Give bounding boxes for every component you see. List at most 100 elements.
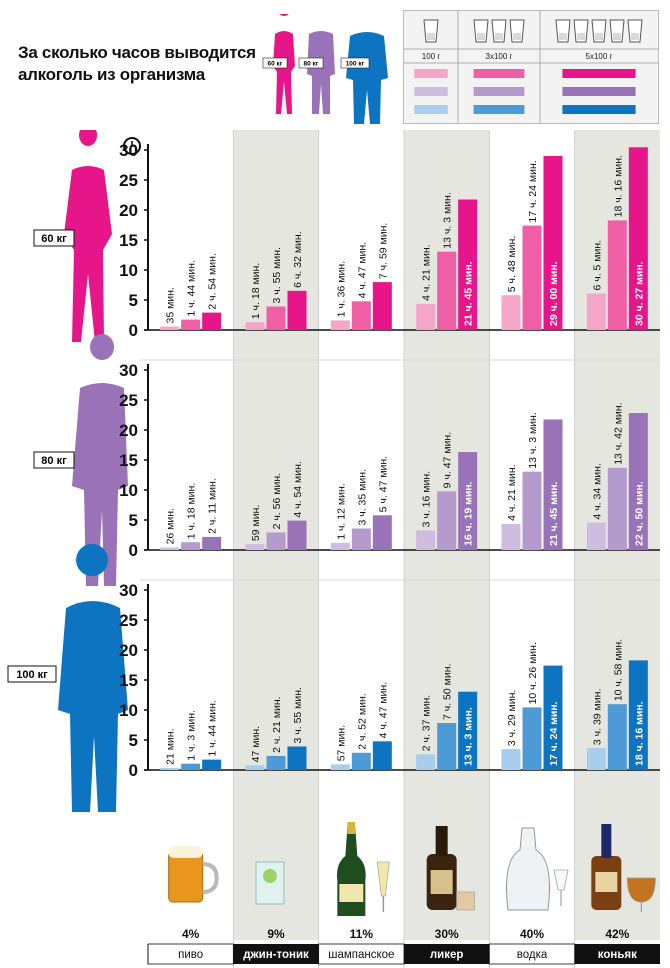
bottle-foil bbox=[347, 822, 356, 834]
bar bbox=[458, 691, 478, 770]
y-tick-label: 0 bbox=[129, 541, 138, 560]
bar bbox=[501, 749, 521, 770]
legend-table: 100 г 3x100 г 5x100 г bbox=[403, 10, 659, 124]
bar-label: 1 ч. 18 мин. bbox=[186, 483, 198, 539]
bar-label: 10 ч. 26 мин. bbox=[527, 642, 539, 704]
bar-label: 1 ч. 44 мин. bbox=[207, 700, 219, 756]
bar-label: 5 ч. 47 мин. bbox=[377, 456, 389, 512]
bar-label: 9 ч. 47 мин. bbox=[442, 432, 454, 488]
weight-tag bbox=[33, 229, 75, 247]
bar bbox=[416, 530, 436, 550]
glass-liquid bbox=[427, 33, 435, 40]
bar-label: 16 ч. 19 мин. bbox=[463, 481, 475, 546]
y-tick-label: 20 bbox=[119, 421, 138, 440]
bar bbox=[287, 746, 307, 770]
legend-swatch bbox=[414, 105, 448, 114]
bar bbox=[160, 767, 180, 770]
y-tick-label: 5 bbox=[129, 291, 138, 310]
y-tick-label: 30 bbox=[119, 581, 138, 600]
alcohol-percent: 42% bbox=[605, 927, 629, 941]
bar bbox=[181, 319, 201, 330]
champagne-bottle bbox=[337, 828, 366, 916]
bar-label: 1 ч. 36 мин. bbox=[335, 261, 347, 317]
weight-tag-label: 80 кг bbox=[41, 455, 67, 467]
bar bbox=[266, 306, 286, 330]
bar-label: 7 ч. 59 мин. bbox=[377, 223, 389, 279]
bar-label: 57 мин. bbox=[335, 725, 347, 761]
y-tick-label: 10 bbox=[119, 261, 138, 280]
bar bbox=[501, 295, 521, 330]
bar-label: 5 ч. 48 мин. bbox=[506, 236, 518, 292]
bar bbox=[458, 199, 478, 330]
weight-tag-label: 100 кг bbox=[16, 669, 48, 681]
legend-swatch bbox=[473, 87, 525, 96]
bar bbox=[522, 707, 542, 770]
legend-swatch bbox=[414, 69, 448, 78]
bar-label: 6 ч. 32 мин. bbox=[292, 231, 304, 287]
bar-label: 18 ч. 16 мин. bbox=[612, 155, 624, 217]
legend-col-label: 5x100 г bbox=[586, 52, 613, 61]
category-label: пиво bbox=[178, 949, 203, 961]
drink-1-icon bbox=[255, 861, 285, 905]
bar-label: 17 ч. 24 мин. bbox=[527, 160, 539, 222]
legend-col-label: 100 г bbox=[422, 52, 441, 61]
bottle-label bbox=[339, 884, 364, 902]
legend-swatch bbox=[473, 105, 525, 114]
y-tick-label: 30 bbox=[119, 141, 138, 160]
figure-100kg-icon bbox=[346, 14, 388, 124]
page-title: За сколько часов выводится алкоголь из о… bbox=[18, 42, 256, 86]
bar-label: 17 ч. 24 мин. bbox=[548, 701, 560, 766]
bar bbox=[372, 741, 392, 770]
weight-key-60: 60 кг bbox=[268, 61, 283, 68]
bottle-neck bbox=[601, 824, 612, 858]
bar-label: 21 мин. bbox=[165, 728, 177, 764]
bar bbox=[266, 532, 286, 550]
bar bbox=[628, 660, 648, 770]
bar bbox=[372, 282, 392, 330]
bar-label: 1 ч. 44 мин. bbox=[186, 260, 198, 316]
bar-label: 4 ч. 21 мин. bbox=[506, 464, 518, 520]
clock-hands bbox=[131, 141, 136, 147]
legend-swatch bbox=[562, 87, 636, 96]
bar bbox=[245, 322, 265, 330]
bar-label: 3 ч. 16 мин. bbox=[421, 471, 433, 527]
drink-4-icon bbox=[506, 827, 569, 911]
bar bbox=[522, 225, 542, 330]
bar-label: 3 ч. 29 мин. bbox=[506, 690, 518, 746]
y-tick-label: 20 bbox=[119, 641, 138, 660]
alcohol-percent: 9% bbox=[267, 927, 285, 941]
weight-tag-label: 60 кг bbox=[41, 233, 67, 245]
y-tick-label: 10 bbox=[119, 701, 138, 720]
bottle-label bbox=[430, 870, 453, 894]
bar bbox=[416, 303, 436, 330]
legend-swatch bbox=[562, 105, 636, 114]
silhouette-100kg-icon: 100 кг bbox=[7, 544, 128, 812]
y-tick-label: 25 bbox=[119, 171, 138, 190]
bar-label: 1 ч. 18 мин. bbox=[250, 263, 262, 319]
silhouette-body bbox=[72, 334, 128, 586]
champagne-glass bbox=[376, 861, 390, 897]
bar-label: 2 ч. 21 мин. bbox=[271, 696, 283, 752]
y-tick-label: 0 bbox=[129, 761, 138, 780]
bar bbox=[160, 326, 180, 330]
bar-label: 3 ч. 39 мин. bbox=[591, 689, 603, 745]
silhouette-80kg-icon: 80 кг bbox=[33, 334, 128, 586]
bar-label: 1 ч. 3 мин. bbox=[186, 710, 198, 761]
silhouette-body bbox=[58, 544, 128, 812]
bar bbox=[245, 765, 265, 770]
bar bbox=[351, 301, 371, 330]
bar bbox=[330, 764, 350, 770]
y-tick-label: 5 bbox=[129, 511, 138, 530]
bar-label: 4 ч. 47 мин. bbox=[356, 242, 368, 298]
category-label-bg bbox=[233, 944, 319, 964]
bar bbox=[181, 763, 201, 770]
glass-liquid bbox=[513, 33, 521, 40]
bar-label: 10 ч. 58 мин. bbox=[612, 639, 624, 701]
bar bbox=[437, 491, 457, 550]
bar-label: 2 ч. 37 мин. bbox=[421, 695, 433, 751]
bar-label: 13 ч. 3 мин. bbox=[442, 192, 454, 248]
bar bbox=[543, 156, 563, 330]
y-tick-label: 5 bbox=[129, 731, 138, 750]
alcohol-percent: 4% bbox=[182, 927, 200, 941]
bar bbox=[628, 413, 648, 550]
